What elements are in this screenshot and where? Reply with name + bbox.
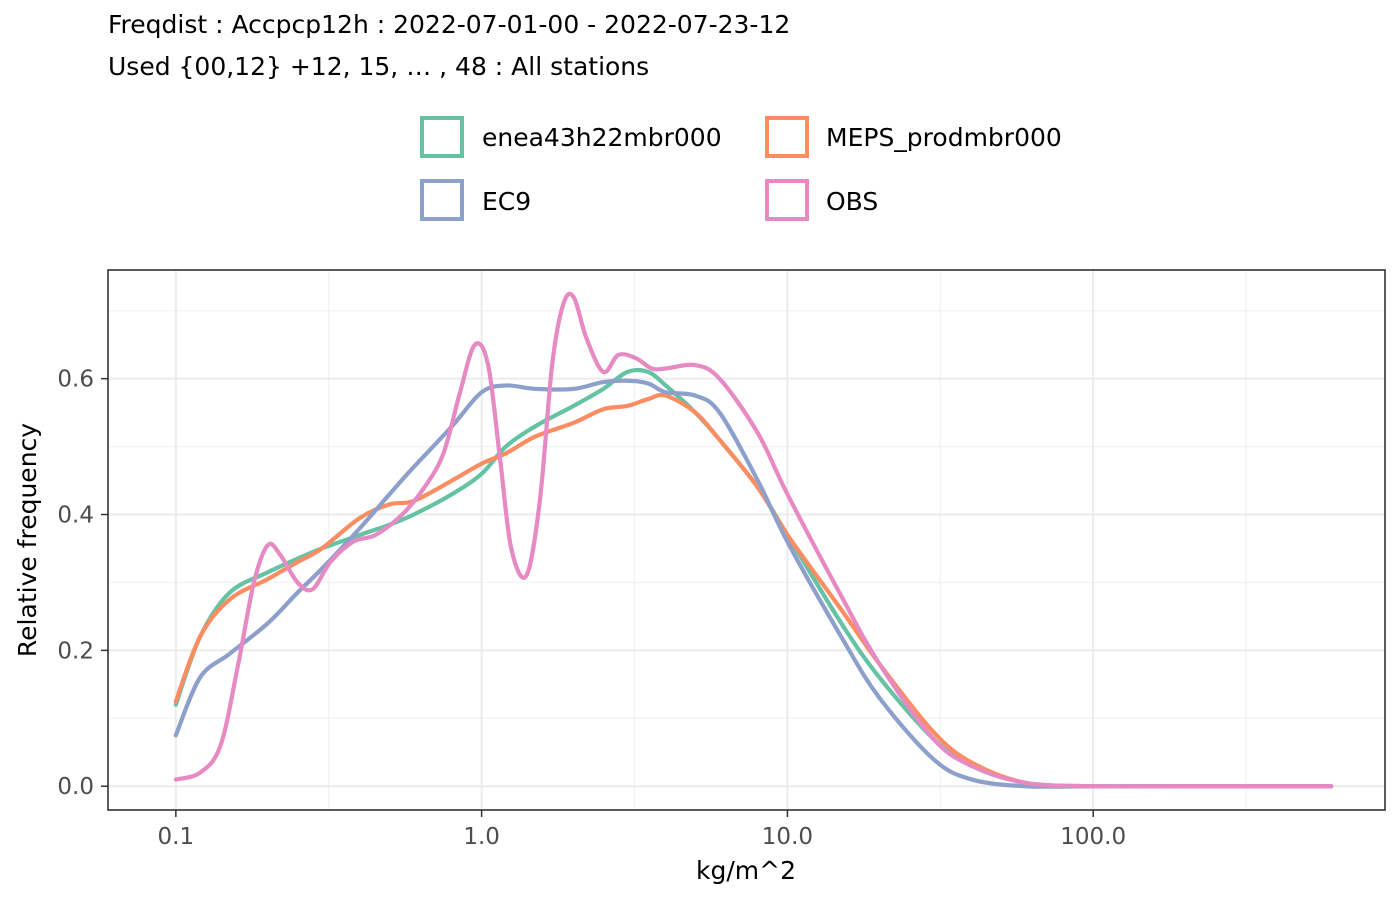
series-line-obs — [173, 291, 1334, 789]
legend: enea43h22mbr000 MEPS_prodmbr000 EC9 OBS — [420, 116, 1062, 221]
chart-subtitle: Used {00,12} +12, 15, … , 48 : All stati… — [108, 52, 649, 81]
y-tick-label: 0.0 — [57, 774, 94, 800]
x-tick-label: 10.0 — [762, 824, 813, 850]
legend-label-meps-prodmbr000: MEPS_prodmbr000 — [826, 123, 1062, 152]
legend-item-ec9: EC9 — [420, 179, 531, 221]
series-line-meps-prodmbr000 — [173, 392, 1334, 789]
plot-area: 0.0 0.2 0.4 0.6 0.1 1.0 10.0 100.0 — [57, 269, 1386, 850]
series-line-enea43h22mbr000 — [173, 367, 1334, 789]
legend-item-enea43h22mbr000: enea43h22mbr000 — [420, 116, 722, 158]
legend-key-meps-prodmbr000 — [765, 116, 809, 158]
legend-key-obs — [765, 179, 809, 221]
legend-label-enea43h22mbr000: enea43h22mbr000 — [482, 123, 722, 152]
y-tick-label: 0.6 — [57, 367, 94, 393]
panel-border — [107, 269, 1386, 811]
x-axis-title: kg/m^2 — [696, 856, 796, 885]
legend-key-ec9 — [420, 179, 464, 221]
y-tick-label: 0.2 — [57, 638, 94, 664]
legend-label-ec9: EC9 — [482, 187, 531, 216]
y-tick-label: 0.4 — [57, 503, 94, 529]
x-tick-label: 100.0 — [1060, 824, 1126, 850]
legend-item-obs: OBS — [765, 179, 878, 221]
series-line-ec9 — [173, 378, 1334, 789]
legend-label-obs: OBS — [826, 187, 878, 216]
x-tick-label: 0.1 — [158, 824, 195, 850]
chart-title: Freqdist : Accpcp12h : 2022-07-01-00 - 2… — [108, 10, 790, 39]
legend-item-meps-prodmbr000: MEPS_prodmbr000 — [765, 116, 1062, 158]
y-axis-title: Relative frequency — [13, 423, 42, 657]
legend-key-enea43h22mbr000 — [420, 116, 464, 158]
x-tick-label: 1.0 — [463, 824, 500, 850]
